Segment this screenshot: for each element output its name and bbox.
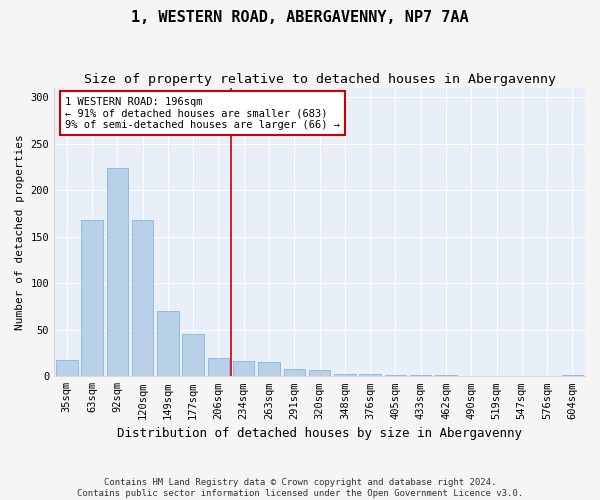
Bar xyxy=(359,374,381,376)
Y-axis label: Number of detached properties: Number of detached properties xyxy=(15,134,25,330)
Bar xyxy=(82,220,103,376)
Text: Contains HM Land Registry data © Crown copyright and database right 2024.
Contai: Contains HM Land Registry data © Crown c… xyxy=(77,478,523,498)
Bar xyxy=(132,220,154,376)
Bar xyxy=(284,369,305,376)
X-axis label: Distribution of detached houses by size in Abergavenny: Distribution of detached houses by size … xyxy=(117,427,522,440)
Text: 1 WESTERN ROAD: 196sqm
← 91% of detached houses are smaller (683)
9% of semi-det: 1 WESTERN ROAD: 196sqm ← 91% of detached… xyxy=(65,96,340,130)
Bar xyxy=(56,360,77,376)
Bar xyxy=(208,358,229,376)
Bar xyxy=(233,362,254,376)
Text: 1, WESTERN ROAD, ABERGAVENNY, NP7 7AA: 1, WESTERN ROAD, ABERGAVENNY, NP7 7AA xyxy=(131,10,469,25)
Bar xyxy=(258,362,280,376)
Bar xyxy=(157,311,179,376)
Title: Size of property relative to detached houses in Abergavenny: Size of property relative to detached ho… xyxy=(83,72,556,86)
Bar xyxy=(334,374,356,376)
Bar xyxy=(309,370,331,376)
Bar xyxy=(107,168,128,376)
Bar xyxy=(182,334,204,376)
